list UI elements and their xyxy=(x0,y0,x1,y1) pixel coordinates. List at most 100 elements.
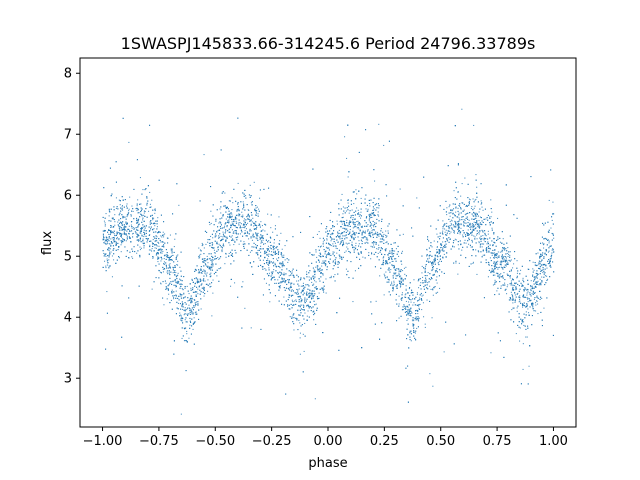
data-point xyxy=(166,270,168,272)
data-point xyxy=(107,243,109,245)
data-point xyxy=(476,213,478,215)
data-point xyxy=(344,251,346,253)
data-point xyxy=(149,240,151,242)
data-point xyxy=(493,265,495,267)
data-point xyxy=(535,302,537,304)
data-point xyxy=(424,284,426,286)
data-point xyxy=(239,233,241,235)
data-point xyxy=(450,231,452,233)
data-point xyxy=(195,277,197,279)
data-point xyxy=(459,233,461,235)
data-point xyxy=(373,215,375,217)
data-point xyxy=(412,298,414,300)
data-point xyxy=(368,220,370,222)
data-point xyxy=(158,248,160,250)
data-point xyxy=(106,258,108,260)
data-point xyxy=(518,290,520,292)
data-point xyxy=(231,235,233,237)
data-point xyxy=(212,237,214,239)
data-point xyxy=(483,218,485,220)
data-point xyxy=(141,208,143,210)
data-point xyxy=(421,299,423,301)
data-point xyxy=(228,200,230,202)
data-point xyxy=(168,293,170,295)
data-point xyxy=(519,299,521,301)
data-point xyxy=(414,304,416,306)
data-point xyxy=(375,209,377,211)
data-point xyxy=(391,260,393,262)
data-point xyxy=(452,242,454,244)
data-point xyxy=(255,214,257,216)
data-point xyxy=(124,199,126,201)
data-point xyxy=(460,224,462,226)
data-point xyxy=(143,242,145,244)
data-point xyxy=(150,240,152,242)
data-point xyxy=(250,327,252,329)
data-point xyxy=(106,239,108,241)
data-point xyxy=(528,365,530,367)
data-point xyxy=(203,295,205,297)
data-point xyxy=(121,336,123,338)
data-point xyxy=(490,252,492,254)
data-point xyxy=(177,254,179,256)
data-point xyxy=(221,227,223,229)
data-point xyxy=(290,303,292,305)
data-point xyxy=(274,225,276,227)
data-point xyxy=(502,258,504,260)
data-point xyxy=(542,272,544,274)
data-point xyxy=(546,244,548,246)
data-point xyxy=(387,230,389,232)
data-point xyxy=(438,260,440,262)
data-point xyxy=(373,208,375,210)
data-point xyxy=(422,302,424,304)
data-point xyxy=(231,216,233,218)
data-point xyxy=(486,251,488,253)
data-point xyxy=(502,238,504,240)
data-point xyxy=(359,230,361,232)
data-point xyxy=(144,211,146,213)
data-point xyxy=(197,303,199,305)
data-point xyxy=(197,278,199,280)
data-point xyxy=(385,230,387,232)
data-point xyxy=(500,285,502,287)
data-point xyxy=(482,254,484,256)
data-point xyxy=(360,197,362,199)
data-point xyxy=(111,276,113,278)
data-point xyxy=(386,277,388,279)
data-point xyxy=(337,233,339,235)
data-point xyxy=(181,337,183,339)
data-point xyxy=(487,233,489,235)
data-point xyxy=(131,205,133,207)
data-point xyxy=(550,245,552,247)
data-point xyxy=(185,309,187,311)
data-point xyxy=(104,260,106,262)
data-point xyxy=(110,238,112,240)
data-point xyxy=(309,306,311,308)
data-point xyxy=(311,290,313,292)
data-point xyxy=(418,299,420,301)
data-point xyxy=(173,353,175,355)
data-point xyxy=(544,284,546,286)
data-point xyxy=(231,209,233,211)
data-point xyxy=(519,297,521,299)
data-point xyxy=(400,285,402,287)
data-point xyxy=(375,231,377,233)
data-point xyxy=(486,249,488,251)
data-point xyxy=(212,243,214,245)
data-point xyxy=(210,210,212,212)
data-point xyxy=(532,261,534,263)
data-point xyxy=(367,210,369,212)
data-point xyxy=(122,238,124,240)
data-point xyxy=(404,273,406,275)
data-point xyxy=(551,219,553,221)
data-point xyxy=(169,265,171,267)
data-point xyxy=(279,267,281,269)
data-point xyxy=(468,201,470,203)
data-point xyxy=(383,233,385,235)
data-point xyxy=(273,248,275,250)
data-point xyxy=(328,243,330,245)
data-point xyxy=(531,304,533,306)
data-point xyxy=(497,268,499,270)
data-point xyxy=(527,297,529,299)
data-point xyxy=(248,194,250,196)
